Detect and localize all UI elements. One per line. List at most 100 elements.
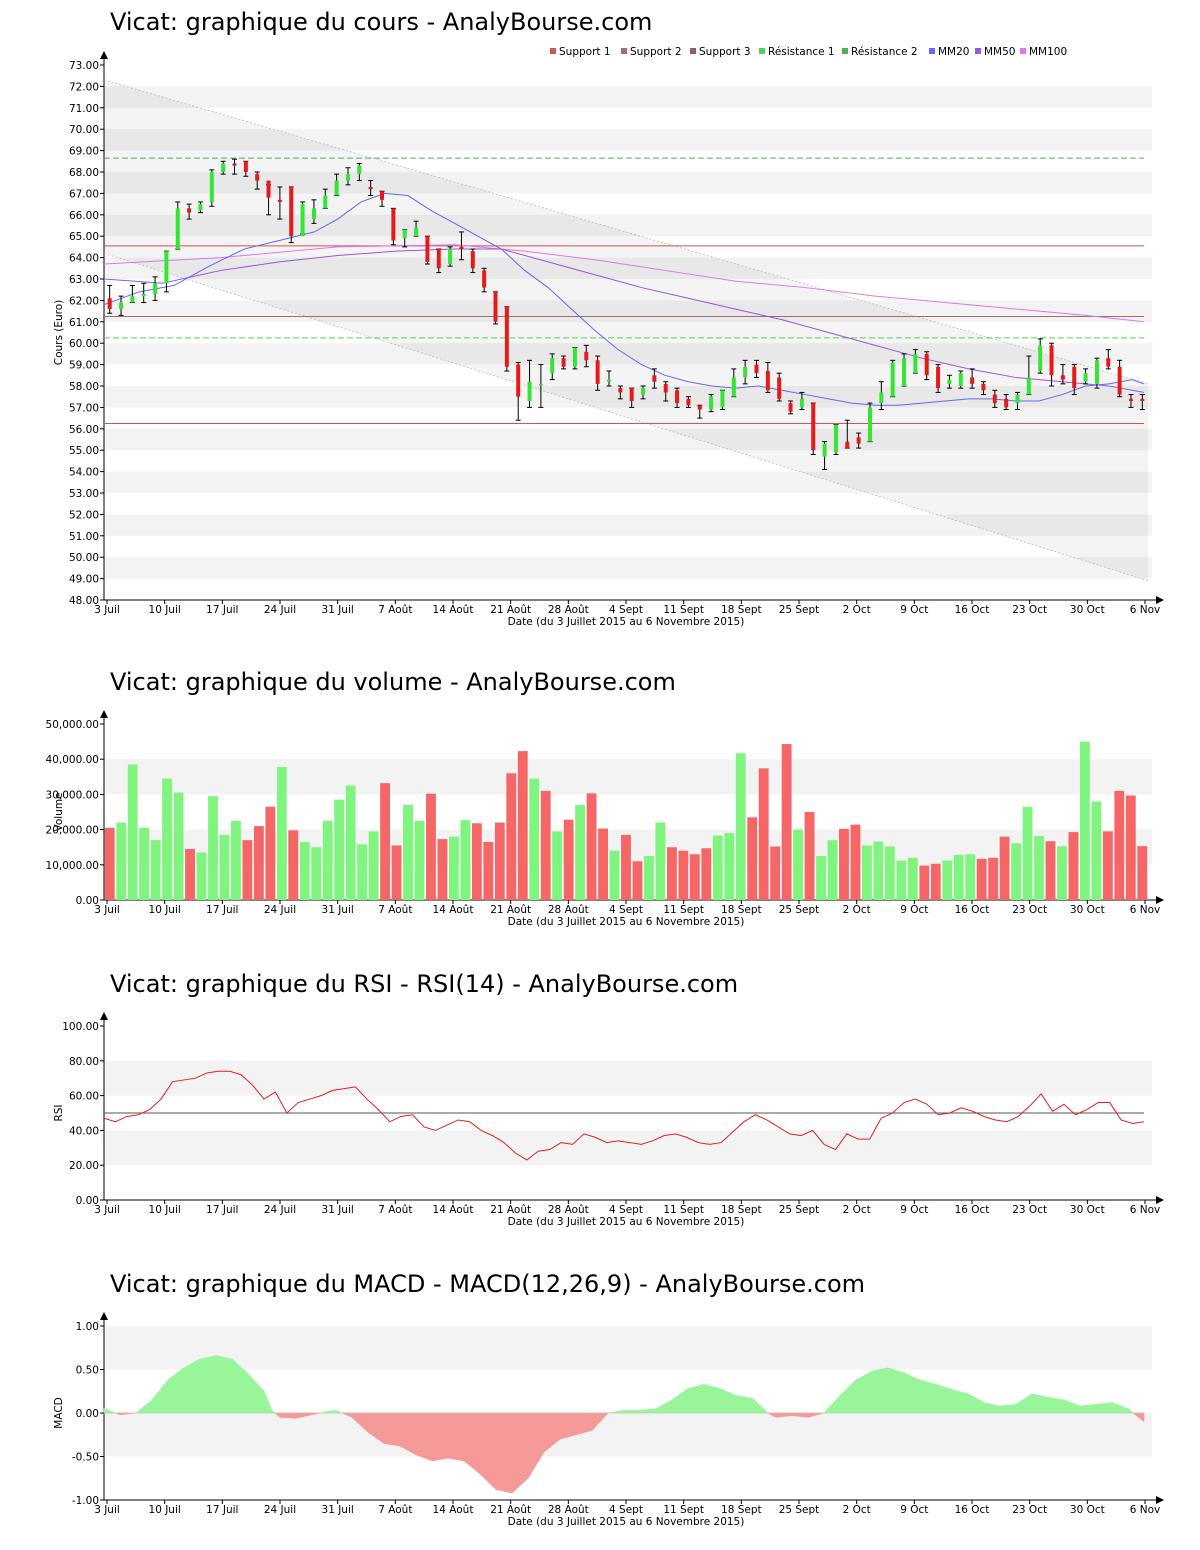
- candle-body: [425, 236, 430, 262]
- legend-label: Résistance 1: [768, 46, 835, 58]
- rsi-x-axis-title: Date (du 3 Juillet 2015 au 6 Novembre 20…: [508, 1216, 745, 1228]
- macd-chart-svg: -1.00 -0.50 0.00 0.50 1.00 3 Juil 10 Juil 17 Ju…: [53, 1312, 1164, 1528]
- price-chart: Vicat: graphique du cours - AnalyBourse.…: [0, 0, 1200, 640]
- candle-body: [1094, 360, 1099, 384]
- volume-bar: [506, 773, 517, 900]
- volume-x-tick-label: 17 Juil: [206, 904, 238, 916]
- price-x-tick-label: 18 Sept: [721, 604, 762, 616]
- volume-bar: [1114, 790, 1125, 900]
- volume-x-tick-label: 7 Août: [378, 904, 412, 916]
- volume-x-tick-label: 24 Juil: [264, 904, 296, 916]
- volume-chart: Vicat: graphique du volume - AnalyBourse…: [0, 640, 1200, 940]
- candle-body: [1026, 377, 1031, 395]
- candle-body: [970, 377, 975, 384]
- mm50-line: [103, 248, 1145, 393]
- macd-x-tick-label: 7 Août: [378, 1504, 412, 1516]
- volume-y-tick-label: 20,000.00: [46, 825, 99, 837]
- volume-bar: [380, 783, 391, 900]
- volume-x-tick-label: 6 Nov: [1130, 904, 1161, 916]
- macd-x-tick-label: 28 Août: [548, 1504, 589, 1516]
- volume-x-axis-title: Date (du 3 Juillet 2015 au 6 Novembre 20…: [508, 916, 745, 928]
- macd-x-tick-label: 11 Sept: [663, 1504, 704, 1516]
- candle-body: [754, 364, 759, 374]
- price-y-tick-label: 54.00: [69, 467, 99, 479]
- volume-x-tick-label: 4 Sept: [609, 904, 643, 916]
- volume-bar: [678, 850, 689, 900]
- macd-x-tick-label: 21 Août: [490, 1504, 531, 1516]
- macd-chart-title: Vicat: graphique du MACD - MACD(12,26,9)…: [110, 1270, 866, 1298]
- volume-x-tick-label: 3 Juil: [94, 904, 120, 916]
- price-x-tick-label: 30 Oct: [1070, 604, 1105, 616]
- candle-body: [391, 208, 396, 241]
- candle-body: [198, 204, 203, 211]
- candle-body: [663, 383, 668, 393]
- volume-bar: [873, 841, 884, 900]
- rsi-chart-svg: 0.00 20.00 40.00 60.00 80.00 100.00 3 Juil 10 J…: [53, 1012, 1164, 1228]
- volume-bar: [1045, 841, 1056, 900]
- price-grid-band: [104, 471, 1152, 493]
- price-y-tick-label: 64.00: [69, 253, 99, 265]
- rsi-y-tick-label: 100.00: [62, 1021, 99, 1033]
- volume-bar: [689, 854, 700, 900]
- rsi-x-tick-label: 17 Juil: [206, 1204, 238, 1216]
- candle-body: [516, 364, 521, 397]
- price-x-tick-label: 24 Juil: [264, 604, 296, 616]
- candle-body: [482, 270, 487, 288]
- volume-bar: [414, 820, 425, 900]
- candle-body: [720, 390, 725, 408]
- rsi-chart: Vicat: graphique du RSI - RSI(14) - Anal…: [0, 940, 1200, 1240]
- price-y-tick-label: 52.00: [69, 509, 99, 521]
- candle-body: [289, 186, 294, 237]
- candle-body: [538, 383, 543, 386]
- candle-body: [345, 174, 350, 181]
- price-y-tick-label: 72.00: [69, 81, 99, 93]
- mm20-line: [103, 192, 1145, 406]
- volume-bar: [437, 839, 448, 900]
- rsi-x-tick-label: 28 Août: [548, 1204, 589, 1216]
- candle-body: [856, 437, 861, 444]
- macd-x-tick-label: 10 Juil: [149, 1504, 181, 1516]
- rsi-x-tick-label: 16 Oct: [955, 1204, 990, 1216]
- volume-y-axis-arrow: [100, 710, 108, 718]
- candle-body: [765, 371, 770, 391]
- candle-body: [641, 388, 646, 395]
- candle-body: [357, 165, 362, 175]
- rsi-x-tick-label: 21 Août: [490, 1204, 531, 1216]
- volume-bar: [988, 857, 999, 900]
- candle-body: [1140, 398, 1145, 401]
- legend-label: Support 3: [699, 46, 751, 58]
- rsi-x-tick-label: 18 Sept: [721, 1204, 762, 1216]
- volume-bar: [471, 823, 482, 900]
- candle-body: [368, 186, 373, 190]
- candle-body: [209, 172, 214, 202]
- rsi-x-tick-label: 7 Août: [378, 1204, 412, 1216]
- candle-body: [232, 163, 237, 166]
- price-y-tick-label: 66.00: [69, 210, 99, 222]
- price-y-tick-label: 70.00: [69, 124, 99, 136]
- price-x-tick-label: 28 Août: [548, 604, 589, 616]
- volume-bar: [632, 861, 643, 900]
- rsi-chart-title: Vicat: graphique du RSI - RSI(14) - Anal…: [110, 970, 739, 998]
- price-grid-band: [104, 343, 1152, 365]
- candle-body: [686, 398, 691, 406]
- price-x-tick-label: 6 Nov: [1130, 604, 1161, 616]
- volume-bar: [265, 806, 276, 900]
- volume-bar: [827, 840, 838, 900]
- volume-x-tick-label: 21 Août: [490, 904, 531, 916]
- price-grid-band: [104, 129, 1152, 151]
- rsi-x-tick-label: 9 Oct: [900, 1204, 928, 1216]
- price-x-tick-label: 17 Juil: [206, 604, 238, 616]
- price-y-axis-title: Cours (Euro): [53, 300, 65, 366]
- price-x-tick-label: 23 Oct: [1012, 604, 1047, 616]
- volume-y-tick-label: 10,000.00: [46, 860, 99, 872]
- volume-x-tick-label: 23 Oct: [1012, 904, 1047, 916]
- price-x-tick-label: 7 Août: [378, 604, 412, 616]
- candle-body: [436, 249, 441, 269]
- price-grid-band: [104, 557, 1152, 579]
- macd-x-tick-label: 2 Oct: [843, 1504, 871, 1516]
- candle-body: [981, 383, 986, 391]
- volume-bar: [976, 858, 987, 900]
- volume-bar: [563, 819, 574, 900]
- volume-bar: [655, 822, 666, 900]
- macd-chart: Vicat: graphique du MACD - MACD(12,26,9)…: [0, 1240, 1200, 1550]
